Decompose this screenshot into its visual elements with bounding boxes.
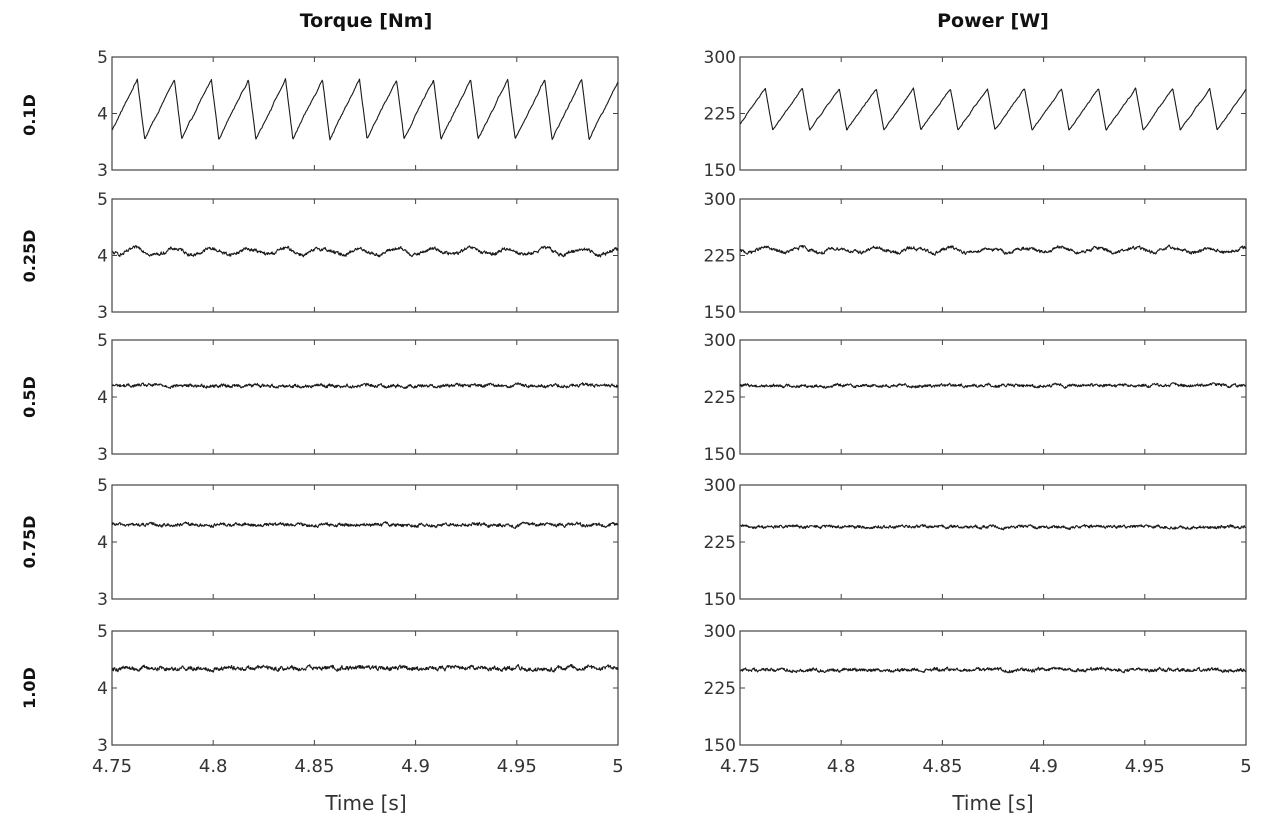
x-axis-label-power: Time [s] — [951, 791, 1033, 815]
y-tick-label: 225 — [704, 679, 736, 699]
row-label-0.1d: 0.1D — [20, 94, 39, 136]
axes-box — [739, 630, 1247, 746]
y-tick-label: 300 — [704, 476, 736, 496]
series-line — [111, 663, 619, 673]
y-tick-label: 150 — [704, 303, 736, 323]
column-title-power: Power [W] — [937, 10, 1049, 32]
series-line — [739, 382, 1247, 389]
panel-torque-1.0d: 4.75 4.8 4.85 4.9 4.95 5 3 4 5 — [92, 622, 624, 777]
y-tick-label: 225 — [704, 247, 736, 267]
axes-box — [111, 198, 619, 313]
y-tick-label: 3 — [97, 161, 108, 181]
y-tick-label: 3 — [97, 445, 108, 465]
y-tick-label: 300 — [704, 331, 736, 351]
axes-box — [111, 630, 619, 746]
y-tick-label: 4 — [97, 388, 108, 408]
series-line — [111, 244, 619, 258]
y-tick-label: 4 — [97, 533, 108, 553]
x-tick-label: 4.8 — [827, 756, 856, 777]
panel-torque-0.1d: 3 4 5 — [97, 48, 619, 181]
row-label-0.5d: 0.5D — [20, 376, 39, 418]
panel-torque-0.5d: 3 4 5 — [97, 331, 619, 465]
x-tick-label: 4.9 — [1029, 756, 1058, 777]
x-tick-label: 4.95 — [1125, 756, 1165, 777]
axes-box — [111, 484, 619, 600]
series-line — [739, 87, 1247, 131]
panel-power-1.0d: 4.75 4.8 4.85 4.9 4.95 5 150 225 300 — [704, 622, 1252, 777]
series-line — [739, 244, 1247, 256]
series-line — [111, 521, 619, 529]
row-label-0.75d: 0.75D — [20, 516, 39, 569]
series-line — [739, 523, 1247, 531]
y-tick-label: 300 — [704, 190, 736, 210]
x-tick-label: 4.95 — [497, 756, 537, 777]
y-tick-label: 4 — [97, 247, 108, 267]
y-tick-label: 3 — [97, 590, 108, 610]
panels: 3 4 5 150 225 300 3 4 5 150 225 300 3 4 5 150 225 300 3 4 5 1… — [92, 48, 1252, 777]
y-tick-label: 3 — [97, 303, 108, 323]
x-tick-label: 5 — [612, 756, 623, 777]
y-tick-label: 5 — [97, 622, 108, 642]
axes-box — [739, 198, 1247, 313]
axes-box — [111, 339, 619, 455]
panel-power-0.25d: 150 225 300 — [704, 190, 1247, 323]
row-labels: 0.1D 0.25D 0.5D 0.75D 1.0D — [20, 94, 39, 709]
series-line — [739, 666, 1247, 674]
column-title-torque: Torque [Nm] — [300, 10, 433, 32]
y-tick-label: 225 — [704, 533, 736, 553]
panel-power-0.5d: 150 225 300 — [704, 331, 1247, 465]
x-tick-label: 4.85 — [294, 756, 334, 777]
panel-power-0.75d: 150 225 300 — [704, 476, 1247, 610]
x-tick-label: 4.75 — [720, 756, 760, 777]
y-tick-label: 225 — [704, 388, 736, 408]
x-tick-label: 4.9 — [401, 756, 430, 777]
row-label-0.25d: 0.25D — [20, 230, 39, 283]
series-line — [111, 78, 619, 141]
x-tick-label: 4.85 — [922, 756, 962, 777]
y-tick-label: 5 — [97, 190, 108, 210]
y-tick-label: 150 — [704, 161, 736, 181]
y-tick-label: 5 — [97, 476, 108, 496]
y-tick-label: 300 — [704, 622, 736, 642]
axes-box — [739, 339, 1247, 455]
series-line — [111, 382, 619, 390]
axes-box — [739, 56, 1247, 171]
y-tick-label: 150 — [704, 736, 736, 756]
row-label-1.0d: 1.0D — [20, 667, 39, 709]
y-tick-label: 5 — [97, 331, 108, 351]
axes-box — [739, 484, 1247, 600]
panel-torque-0.25d: 3 4 5 — [97, 190, 619, 323]
y-tick-label: 150 — [704, 445, 736, 465]
x-tick-label: 5 — [1240, 756, 1251, 777]
y-tick-label: 4 — [97, 105, 108, 125]
axes-box — [111, 56, 619, 171]
panel-power-0.1d: 150 225 300 — [704, 48, 1247, 181]
y-tick-label: 5 — [97, 48, 108, 68]
y-tick-label: 4 — [97, 679, 108, 699]
panel-torque-0.75d: 3 4 5 — [97, 476, 619, 610]
x-tick-label: 4.75 — [92, 756, 132, 777]
x-tick-label: 4.8 — [199, 756, 228, 777]
y-tick-label: 150 — [704, 590, 736, 610]
y-tick-label: 300 — [704, 48, 736, 68]
x-axis-label-torque: Time [s] — [324, 791, 406, 815]
y-tick-label: 3 — [97, 736, 108, 756]
y-tick-label: 225 — [704, 105, 736, 125]
